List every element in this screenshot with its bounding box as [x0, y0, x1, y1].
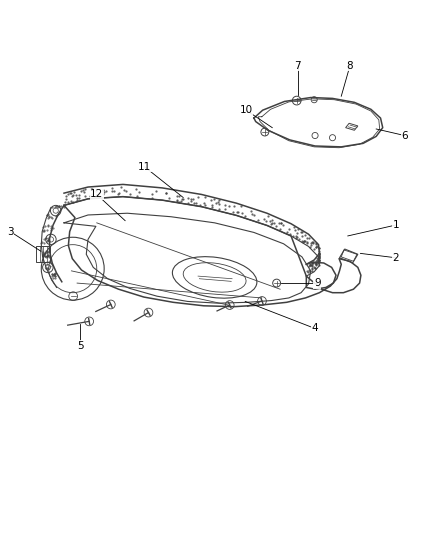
Text: 4: 4 [312, 324, 318, 334]
Text: 12: 12 [90, 189, 103, 199]
Text: 10: 10 [240, 105, 253, 115]
Text: 9: 9 [314, 278, 321, 288]
Text: 3: 3 [7, 227, 14, 237]
Text: 7: 7 [294, 61, 301, 71]
Text: 11: 11 [138, 162, 152, 172]
Text: 6: 6 [401, 131, 408, 141]
Text: 8: 8 [346, 61, 353, 71]
Text: 5: 5 [77, 341, 84, 351]
Text: 2: 2 [392, 253, 399, 263]
Text: 1: 1 [392, 220, 399, 230]
